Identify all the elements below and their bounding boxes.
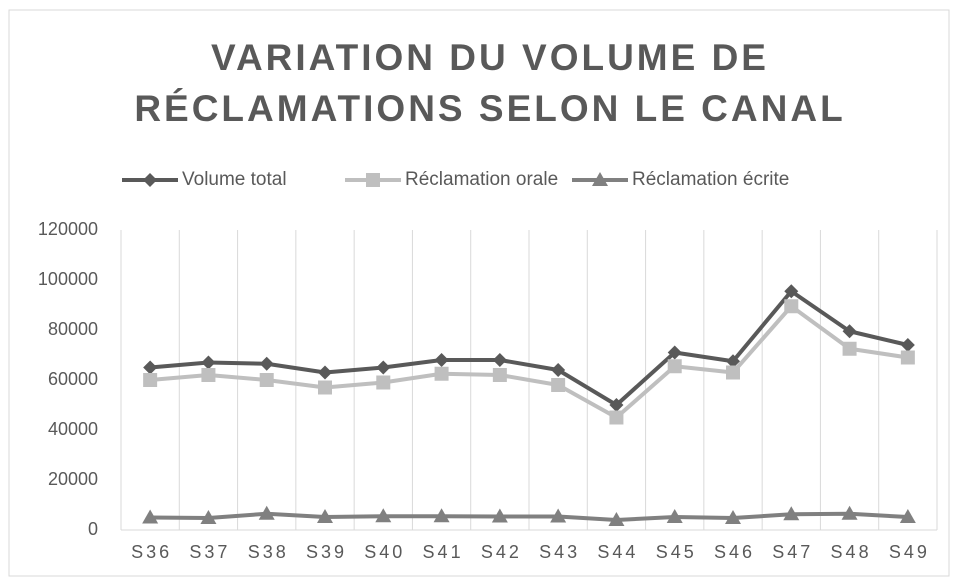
marker xyxy=(609,410,624,425)
x-tick-label: S48 xyxy=(831,542,872,562)
legend-label: Volume total xyxy=(182,169,287,190)
marker xyxy=(259,356,274,371)
marker xyxy=(551,363,566,377)
chart-title: RÉCLAMATIONS SELON LE CANAL xyxy=(134,88,845,129)
marker xyxy=(667,359,682,374)
marker xyxy=(492,368,507,382)
x-tick-label: S43 xyxy=(539,542,580,562)
x-tick-label: S40 xyxy=(364,542,405,562)
marker xyxy=(201,355,216,370)
x-tick-label: S44 xyxy=(597,542,638,562)
marker xyxy=(434,353,449,367)
x-tick-label: S39 xyxy=(306,542,347,562)
marker xyxy=(899,509,916,523)
marker xyxy=(492,353,507,367)
marker xyxy=(366,173,380,187)
marker xyxy=(376,375,391,390)
x-tick-label: S47 xyxy=(772,542,813,562)
legend-label: Réclamation orale xyxy=(405,169,558,190)
marker xyxy=(842,341,857,356)
x-tick-label: S36 xyxy=(131,542,172,562)
marker xyxy=(143,373,158,387)
chart-title: VARIATION DU VOLUME DE xyxy=(211,37,769,78)
marker xyxy=(726,365,740,380)
y-tick-label: 80000 xyxy=(48,319,98,339)
marker xyxy=(317,509,333,523)
marker xyxy=(376,360,391,375)
marker xyxy=(666,509,683,523)
marker xyxy=(258,505,275,520)
x-tick-label: S41 xyxy=(423,542,464,562)
y-tick-label: 0 xyxy=(88,519,98,539)
marker xyxy=(783,506,800,521)
series-line xyxy=(149,289,909,407)
y-tick-label: 60000 xyxy=(48,369,98,389)
marker xyxy=(608,512,625,526)
marker xyxy=(609,398,624,412)
marker xyxy=(318,365,332,380)
marker xyxy=(550,508,567,523)
marker xyxy=(259,373,274,387)
marker xyxy=(433,508,450,523)
y-tick-label: 40000 xyxy=(48,419,98,439)
marker xyxy=(900,338,915,352)
legend-label: Réclamation écrite xyxy=(632,169,789,190)
marker xyxy=(725,510,741,524)
marker xyxy=(667,345,682,360)
x-tick-label: S46 xyxy=(714,542,755,562)
marker xyxy=(726,354,740,369)
marker xyxy=(491,508,508,523)
x-tick-label: S45 xyxy=(656,542,697,562)
marker xyxy=(900,350,915,365)
marker xyxy=(784,299,799,314)
x-tick-label: S37 xyxy=(189,542,230,562)
marker xyxy=(142,509,159,524)
y-tick-label: 20000 xyxy=(48,469,98,489)
series-line xyxy=(149,304,909,420)
marker xyxy=(842,324,857,339)
x-tick-label: S49 xyxy=(889,542,930,562)
marker xyxy=(200,510,217,524)
y-tick-label: 100000 xyxy=(38,269,98,289)
y-tick-label: 120000 xyxy=(38,219,98,239)
marker xyxy=(592,172,608,186)
marker xyxy=(841,505,858,520)
marker xyxy=(143,173,157,187)
marker xyxy=(375,508,392,523)
marker xyxy=(318,380,332,395)
marker xyxy=(143,360,158,375)
x-tick-label: S42 xyxy=(481,542,522,562)
marker xyxy=(551,378,566,392)
series-line xyxy=(150,511,908,522)
marker xyxy=(784,284,799,299)
marker xyxy=(201,368,216,382)
marker xyxy=(434,366,449,381)
x-tick-label: S38 xyxy=(248,542,289,562)
